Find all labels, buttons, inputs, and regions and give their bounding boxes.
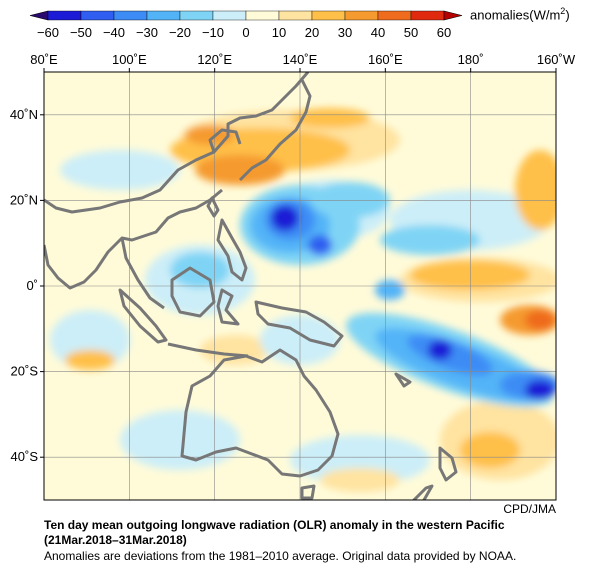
lat-label: 40˚S bbox=[11, 449, 39, 464]
colorbar-swatch bbox=[212, 10, 247, 21]
lat-label: 40˚N bbox=[10, 107, 38, 122]
lat-label: 20˚N bbox=[10, 192, 38, 207]
asia-coastline bbox=[44, 72, 310, 214]
colorbar-tick-label: 10 bbox=[272, 25, 286, 40]
australia-coastline bbox=[180, 348, 340, 478]
colorbar-swatch bbox=[410, 10, 445, 21]
tasmania-coastline bbox=[300, 484, 316, 500]
figure-title: Ten day mean outgoing longwave radiation… bbox=[44, 518, 505, 532]
lat-label: 0˚ bbox=[26, 278, 38, 293]
colorbar-unit: anomalies(W/m2) bbox=[470, 6, 570, 23]
indochina-coastline bbox=[44, 188, 223, 290]
colorbar-tick-label: 30 bbox=[338, 25, 352, 40]
colorbar-tick-label: 50 bbox=[404, 25, 418, 40]
japan-coastline bbox=[238, 79, 312, 182]
sumatra-coastline bbox=[118, 288, 168, 344]
credit-label: CPD/JMA bbox=[503, 502, 556, 516]
colorbar-swatch bbox=[146, 10, 181, 21]
borneo-coastline bbox=[170, 266, 216, 318]
colorbar-tick-label: 40 bbox=[371, 25, 385, 40]
lon-label: 120˚E bbox=[197, 52, 232, 67]
colorbar-tick-label: 0 bbox=[242, 25, 249, 40]
taiwan-coastline bbox=[206, 196, 220, 218]
malay-peninsula bbox=[120, 237, 165, 310]
figure-date-range: (21Mar.2018–31Mar.2018) bbox=[44, 533, 187, 547]
new-caledonia-coastline bbox=[394, 372, 412, 388]
colorbar-tick-label: −50 bbox=[70, 25, 92, 40]
philippines-coastline bbox=[216, 218, 248, 282]
colorbar-swatch bbox=[47, 10, 82, 21]
colorbar-swatch bbox=[311, 10, 346, 21]
colorbar-swatch bbox=[245, 10, 280, 21]
coastlines bbox=[44, 72, 458, 500]
colorbar-swatch bbox=[80, 10, 115, 21]
map-axis-labels: 80˚E 100˚E 120˚E 140˚E 160˚E 180˚ 160˚W 40˚N 20˚… bbox=[10, 52, 576, 464]
olr-anomaly-map: 80˚E 100˚E 120˚E 140˚E 160˚E 180˚ 160˚W 40˚N 20˚… bbox=[10, 52, 576, 501]
colorbar-swatch bbox=[179, 10, 214, 21]
figure-note: Anomalies are deviations from the 1981–2… bbox=[44, 549, 517, 563]
colorbar-tick-label: 20 bbox=[305, 25, 319, 40]
colorbar-tick-label: 60 bbox=[437, 25, 451, 40]
new-zealand-coastline bbox=[411, 446, 458, 500]
colorbar-under-arrow bbox=[29, 10, 49, 21]
colorbar-ticks: −60 −50 −40 −30 −20 −10 0 10 20 30 40 50 60 bbox=[37, 25, 451, 40]
colorbar-swatch bbox=[344, 10, 379, 21]
korea-coastline bbox=[208, 128, 242, 153]
lon-label: 160˚E bbox=[368, 52, 403, 67]
lon-label: 160˚W bbox=[537, 52, 576, 67]
colorbar-swatches bbox=[29, 10, 463, 21]
new-guinea-coastline bbox=[254, 300, 344, 348]
colorbar-tick-label: −40 bbox=[103, 25, 125, 40]
colorbar-swatch bbox=[278, 10, 313, 21]
colorbar-tick-label: −20 bbox=[169, 25, 191, 40]
lon-label: 140˚E bbox=[283, 52, 318, 67]
lon-label: 80˚E bbox=[30, 52, 58, 67]
lat-label: 20˚S bbox=[11, 364, 39, 379]
lon-label: 180˚ bbox=[458, 52, 484, 67]
colorbar: −60 −50 −40 −30 −20 −10 0 10 20 30 40 50 60 bbox=[29, 10, 463, 40]
colorbar-tick-label: −10 bbox=[202, 25, 224, 40]
sulawesi-coastline bbox=[216, 288, 240, 326]
colorbar-over-arrow bbox=[443, 10, 463, 21]
colorbar-tick-label: −30 bbox=[136, 25, 158, 40]
colorbar-swatch bbox=[113, 10, 148, 21]
colorbar-tick-label: −60 bbox=[37, 25, 59, 40]
map-grid bbox=[44, 72, 556, 500]
colorbar-swatch bbox=[377, 10, 412, 21]
java-coastline bbox=[167, 342, 249, 358]
lon-label: 100˚E bbox=[112, 52, 147, 67]
